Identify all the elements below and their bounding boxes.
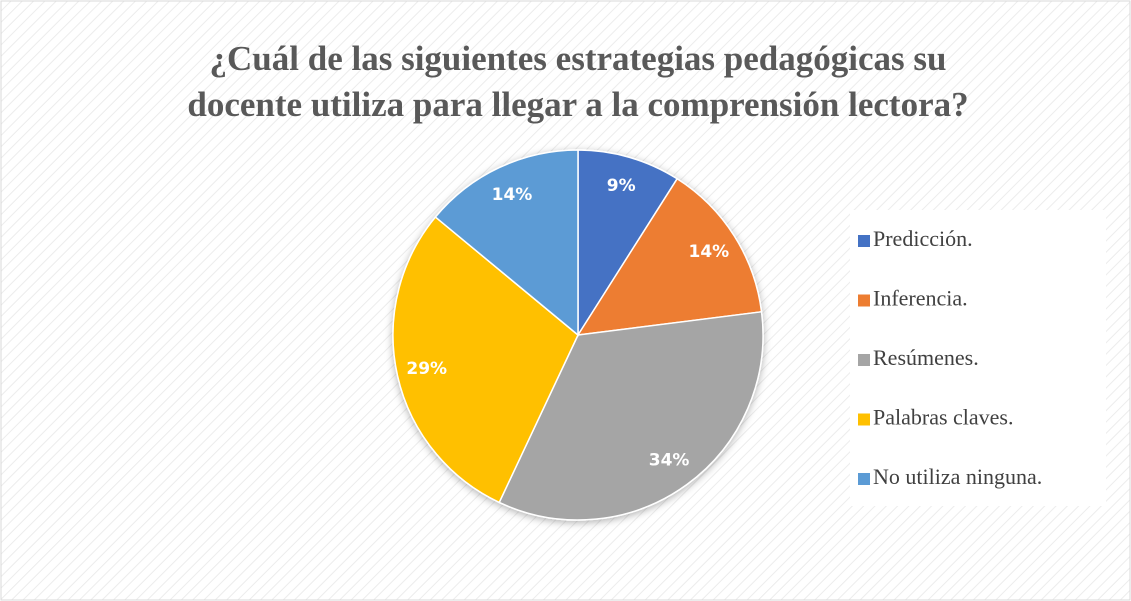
legend-label: Inferencia. (873, 286, 968, 311)
legend-label: Palabras claves. (873, 405, 1014, 430)
chart-title: docente utiliza para llegar a la compren… (187, 85, 968, 124)
data-label: 14% (492, 185, 533, 205)
data-label: 9% (607, 176, 636, 196)
legend-swatch (858, 413, 870, 426)
pie-slice (392, 216, 579, 504)
legend-swatch (858, 354, 870, 366)
data-label: 34% (649, 450, 690, 470)
legend-swatch (858, 473, 870, 485)
legend-label: Predicción. (873, 226, 973, 251)
data-label: 14% (689, 242, 730, 262)
legend-box (850, 210, 1106, 506)
pie-slice (577, 149, 679, 338)
legend-label: No utiliza ninguna. (873, 464, 1042, 489)
legend-swatch (858, 294, 870, 307)
pie-slice (434, 149, 579, 337)
chart-title: ¿Cuál de las siguientes estrategias peda… (210, 39, 947, 78)
legend-label: Resúmenes. (873, 345, 979, 370)
legend-swatch (858, 235, 870, 247)
pie-slice (576, 177, 763, 336)
data-label: 29% (406, 359, 447, 379)
